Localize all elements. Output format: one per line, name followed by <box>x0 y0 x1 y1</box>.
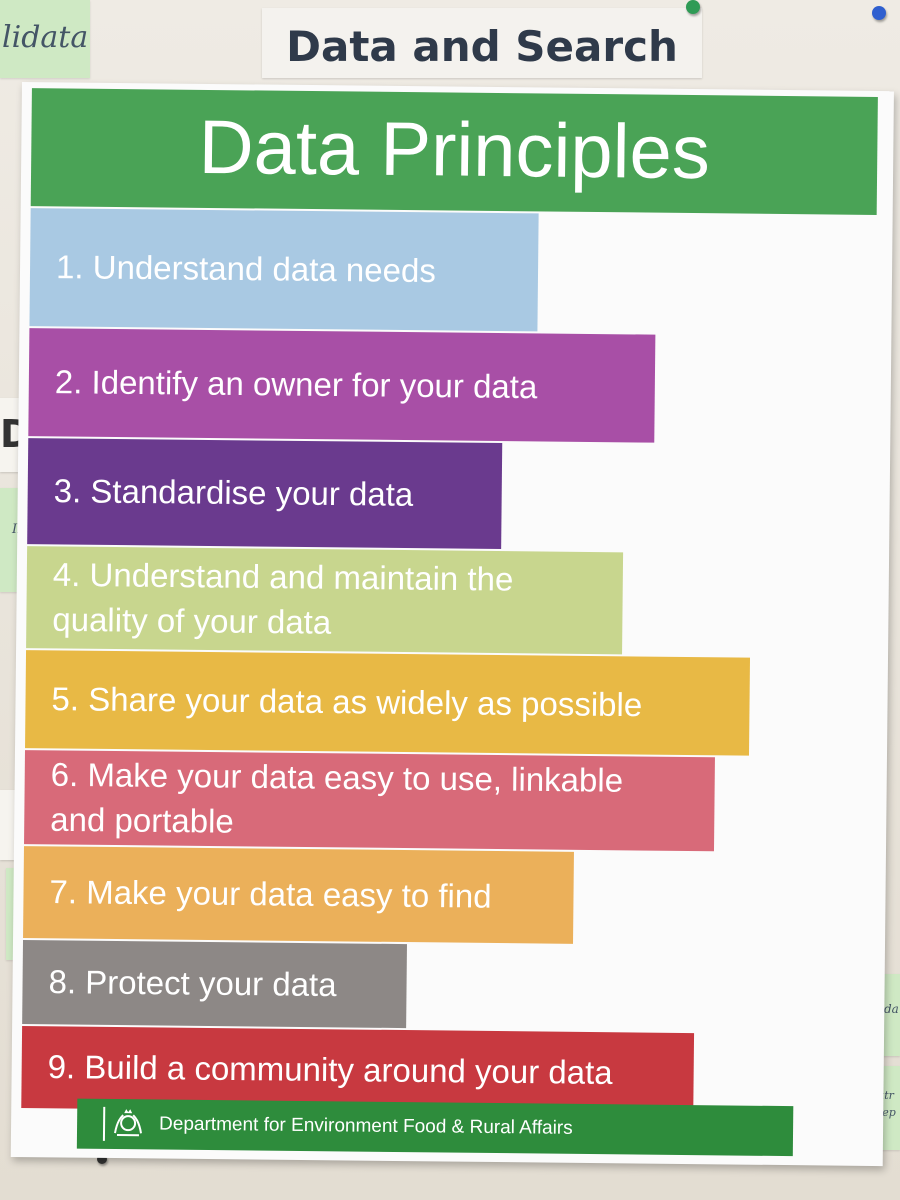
sticky-note-text: lidata <box>2 20 89 55</box>
principle-band-5: 5. Share your data as widely as possible <box>25 650 751 756</box>
footer-band: Department for Environment Food & Rural … <box>76 1098 794 1157</box>
royal-crest-icon <box>102 1106 148 1142</box>
principle-text-3: 3. Standardise your data <box>53 472 414 513</box>
principle-band-3: 3. Standardise your data <box>27 438 503 550</box>
sticky-note-text: da <box>884 1002 899 1016</box>
sticky-note: lidata <box>0 0 90 78</box>
principle-text-7: 7. Make your data easy to find <box>49 873 492 915</box>
principle-text-1: 1. Understand data needs <box>55 248 437 290</box>
principle-text-9: 9. Build a community around your data <box>47 1048 613 1091</box>
title-band: Data Principles <box>30 88 878 215</box>
principle-band-6: 6. Make your data easy to use, linkable … <box>24 750 715 852</box>
poster-title: Data Principles <box>198 104 711 196</box>
principle-band-7: 7. Make your data easy to find <box>23 846 574 944</box>
principle-text-5: 5. Share your data as widely as possible <box>51 680 643 724</box>
wall-header-title: Data and Search <box>286 22 678 71</box>
header-card: Data and Search <box>262 8 702 78</box>
principle-band-1: 1. Understand data needs <box>29 208 539 332</box>
push-pin-icon <box>97 1154 107 1164</box>
principle-text-6: 6. Make your data easy to use, linkable … <box>50 755 624 840</box>
principle-band-2: 2. Identify an owner for your data <box>28 328 656 443</box>
department-name: Department for Environment Food & Rural … <box>158 1113 573 1139</box>
principle-text-4: 4. Understand and maintain the quality o… <box>52 555 514 641</box>
principle-text-2: 2. Identify an owner for your data <box>54 363 538 406</box>
principle-text-8: 8. Protect your data <box>48 963 337 1004</box>
principle-band-4: 4. Understand and maintain the quality o… <box>26 546 624 655</box>
push-pin-icon <box>872 6 886 20</box>
principle-band-8: 8. Protect your data <box>22 940 407 1029</box>
data-principles-poster: Data Principles 1. Understand data needs… <box>10 82 894 1167</box>
push-pin-icon <box>686 0 700 14</box>
